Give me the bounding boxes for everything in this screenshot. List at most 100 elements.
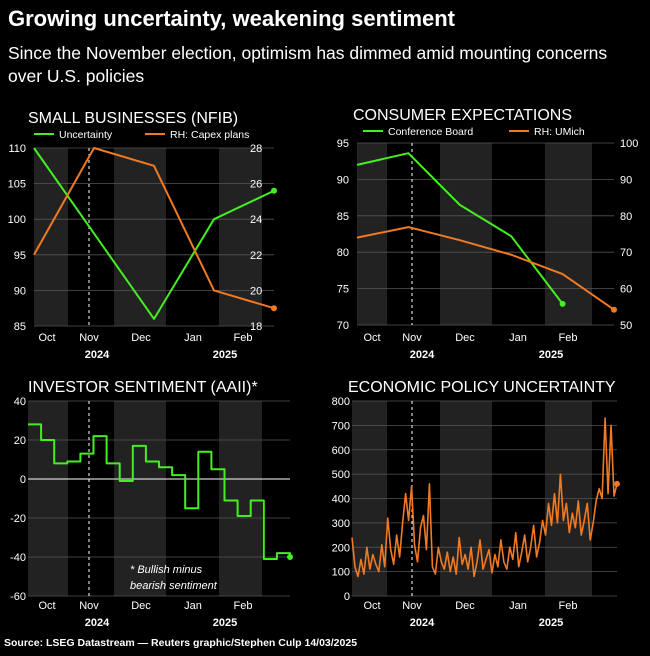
small-businesses-end-marker: [271, 187, 277, 194]
small-businesses-ytick-label: 90: [14, 285, 26, 297]
investor-sentiment-ytick-label: -20: [10, 513, 26, 525]
investor-sentiment-year-label: 2024: [85, 617, 110, 629]
consumer-expectations-band-2: [545, 143, 592, 325]
consumer-expectations-end-marker: [559, 300, 566, 307]
small-businesses-legend-label: Uncertainty: [59, 129, 113, 141]
policy-uncertainty-ytick-label: 600: [332, 445, 350, 457]
investor-sentiment-band-0: [28, 401, 68, 596]
small-businesses-month-label: Feb: [234, 332, 253, 344]
source-note: Source: LSEG Datastream — Reuters graphi…: [4, 637, 358, 649]
small-businesses-series-line: [33, 147, 275, 310]
consumer-expectations-month-label: Dec: [455, 332, 475, 344]
consumer-expectations-y2tick-label: 50: [620, 320, 632, 332]
consumer-expectations-series-line: [356, 226, 615, 311]
small-businesses-year-label: 2024: [85, 349, 110, 361]
policy-uncertainty-month-label: Nov: [402, 600, 422, 612]
consumer-expectations-ytick-label: 95: [337, 138, 349, 150]
small-businesses-end-marker: [271, 305, 277, 312]
policy-uncertainty-ytick-label: 200: [332, 542, 350, 554]
consumer-expectations-y2tick-label: 80: [620, 211, 632, 223]
small-businesses-band-2: [219, 148, 262, 326]
consumer-expectations-month-label: Feb: [559, 332, 578, 344]
consumer-expectations-ytick-label: 70: [337, 320, 349, 332]
small-businesses-band-0: [34, 148, 68, 326]
small-businesses-ytick-label: 105: [8, 179, 26, 191]
small-businesses-ytick-label: 110: [8, 143, 26, 155]
small-businesses-y2tick-label: 26: [250, 179, 262, 191]
small-businesses-legend-label: RH: Capex plans: [170, 129, 249, 141]
policy-uncertainty-ytick-label: 100: [332, 567, 350, 579]
small-businesses-y2tick-label: 24: [250, 214, 262, 226]
policy-uncertainty-ytick-label: 400: [332, 494, 350, 506]
small-businesses-month-label: Oct: [38, 332, 55, 344]
small-businesses-series-line: [33, 147, 275, 320]
policy-uncertainty-ytick-label: 0: [344, 591, 350, 603]
investor-sentiment-month-label: Dec: [131, 600, 151, 612]
consumer-expectations-year-label: 2024: [410, 349, 435, 361]
consumer-expectations-legend-label: Conference Board: [388, 126, 473, 138]
investor-sentiment-band-2: [219, 401, 262, 596]
investor-sentiment-ytick-label: -40: [10, 552, 26, 564]
small-businesses-y2tick-label: 28: [250, 143, 262, 155]
small-businesses-ytick-label: 95: [14, 250, 26, 262]
investor-sentiment-ytick-label: -60: [10, 591, 26, 603]
investor-sentiment-ytick-label: 20: [14, 435, 26, 447]
investor-sentiment-ytick-label: 0: [20, 474, 26, 486]
chart-subtitle: Since the November election, optimism ha…: [8, 43, 608, 86]
policy-uncertainty-month-label: Dec: [455, 600, 475, 612]
consumer-expectations-ytick-label: 85: [337, 211, 349, 223]
policy-uncertainty-series-line: [351, 417, 618, 578]
investor-sentiment-end-marker: [287, 554, 293, 560]
policy-uncertainty-ytick-label: 800: [332, 396, 350, 408]
policy-uncertainty-month-label: Feb: [559, 600, 578, 612]
consumer-expectations-end-marker: [611, 306, 617, 313]
consumer-expectations-y2tick-label: 90: [620, 174, 632, 186]
consumer-expectations-y2tick-label: 60: [620, 284, 632, 296]
chart-title: Growing uncertainty, weakening sentiment: [8, 6, 456, 31]
small-businesses-y2tick-label: 18: [250, 321, 262, 333]
small-businesses-y2tick-label: 22: [250, 250, 262, 262]
investor-sentiment-title: INVESTOR SENTIMENT (AAII)*: [28, 379, 258, 396]
policy-uncertainty-year-label: 2025: [539, 617, 563, 629]
investor-sentiment-month-label: Jan: [184, 600, 202, 612]
policy-uncertainty-ytick-label: 300: [332, 518, 350, 530]
small-businesses-ytick-label: 85: [14, 321, 26, 333]
policy-uncertainty-title: ECONOMIC POLICY UNCERTAINTY: [348, 379, 616, 396]
investor-sentiment-ytick-label: 40: [14, 396, 26, 408]
consumer-expectations-year-label: 2025: [539, 349, 563, 361]
small-businesses-y2tick-label: 20: [250, 285, 262, 297]
consumer-expectations-y2tick-label: 100: [620, 138, 638, 150]
consumer-expectations-month-label: Jan: [509, 332, 527, 344]
small-businesses-title: SMALL BUSINESSES (NFIB): [28, 110, 238, 127]
investor-sentiment-note-line: bearish sentiment: [130, 580, 218, 592]
consumer-expectations-band-1: [440, 143, 492, 325]
investor-sentiment-month-label: Nov: [79, 600, 99, 612]
consumer-expectations-y2tick-label: 70: [620, 247, 632, 259]
small-businesses-band-1: [114, 148, 166, 326]
consumer-expectations-ytick-label: 80: [337, 247, 349, 259]
consumer-expectations-title: CONSUMER EXPECTATIONS: [353, 107, 572, 124]
consumer-expectations-ytick-label: 75: [337, 284, 349, 296]
policy-uncertainty-ytick-label: 700: [332, 420, 350, 432]
investor-sentiment-series-line: [28, 423, 291, 560]
investor-sentiment-month-label: Feb: [234, 600, 253, 612]
investor-sentiment-year-label: 2025: [213, 617, 237, 629]
consumer-expectations-series-line: [356, 152, 564, 305]
consumer-expectations-ytick-label: 90: [337, 174, 349, 186]
investor-sentiment-note-line: * Bullish minus: [130, 564, 203, 576]
policy-uncertainty-year-label: 2024: [410, 617, 435, 629]
small-businesses-month-label: Jan: [184, 332, 202, 344]
policy-uncertainty-end-marker: [614, 480, 620, 487]
policy-uncertainty-month-label: Oct: [363, 600, 380, 612]
consumer-expectations-legend-label: RH: UMich: [534, 126, 585, 138]
consumer-expectations-month-label: Nov: [402, 332, 422, 344]
consumer-expectations-month-label: Oct: [363, 332, 380, 344]
investor-sentiment-month-label: Oct: [38, 600, 55, 612]
small-businesses-month-label: Nov: [79, 332, 99, 344]
small-businesses-ytick-label: 100: [8, 214, 26, 226]
small-businesses-year-label: 2025: [213, 349, 237, 361]
investor-sentiment-band-1: [114, 401, 166, 596]
policy-uncertainty-month-label: Jan: [509, 600, 527, 612]
policy-uncertainty-ytick-label: 500: [332, 469, 350, 481]
